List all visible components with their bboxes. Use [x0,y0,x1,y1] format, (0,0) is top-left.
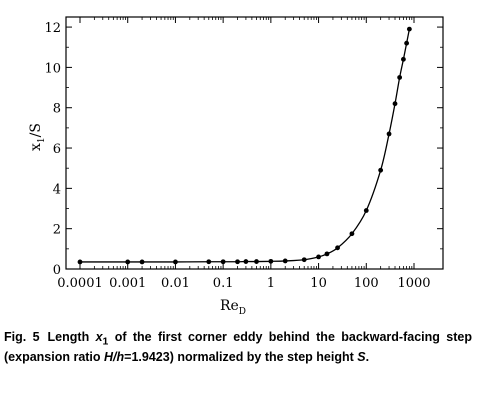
data-point [139,259,145,265]
data-point [401,56,406,62]
data-point [378,167,384,173]
caption-s-var: S [357,349,366,364]
x-tick-label: 10 [310,276,327,291]
caption-x-var: x [95,330,103,344]
data-point [243,259,249,264]
x-tick-label: 100 [354,276,379,291]
data-point [235,259,240,265]
y-tick-label: 4 [53,182,61,197]
x-axis-label: ReD [220,298,246,317]
series-layer [77,26,412,265]
caption-text-1: Length [47,330,96,344]
x-tick-label: 1000 [397,276,430,291]
data-point [173,259,178,265]
data-point [406,26,412,32]
x-tick-label: 0.001 [109,276,146,291]
data-point [220,259,226,265]
y-tick-label: 8 [53,102,61,117]
data-point [335,245,340,251]
axes-frame [65,16,444,270]
x-tick-label: 0.01 [161,276,190,291]
series-line [79,28,411,263]
x-tick-label: 0.1 [213,276,234,291]
data-point [316,254,321,260]
data-point [206,259,212,265]
caption-text-4: . [365,349,370,364]
data-point [268,258,274,264]
data-point [324,251,330,257]
data-point [404,40,410,46]
y-tick-label: 12 [44,21,61,36]
caption-ratio: H/h [104,349,125,364]
data-point [301,257,307,263]
figure-number: Fig. 5 [4,330,40,344]
y-tick-label: 2 [53,223,61,238]
figure-caption: Fig. 5 Length x1 of the first corner eddy… [4,330,472,365]
x-tick-label: 1 [267,276,275,291]
y-tick-label: 6 [53,142,61,157]
y-tick-label: 0 [53,263,61,278]
caption-x-sub: 1 [102,336,109,348]
caption-text-3: =1.9423) normalized by the step height [124,349,358,364]
x-axis-ticks: 0.0001 0.001 0.01 0.1 1 10 100 1000 [57,17,431,291]
data-point [363,208,369,213]
data-point [349,231,355,237]
x-tick-label: 0.0001 [57,276,103,291]
chart: 0.0001 0.001 0.01 0.1 1 10 100 1000 0 2 4 6 8 10 12 x… [28,16,444,317]
data-point [282,258,288,264]
y-tick-label: 10 [44,61,61,76]
data-point [254,259,259,264]
data-point [397,75,403,80]
caption-text-2: of the first corner eddy behind the back… [4,330,472,364]
data-point [392,101,398,107]
data-point [125,259,131,265]
plot-border [65,16,444,270]
data-point [77,259,83,265]
y-axis-ticks: 0 2 4 6 8 10 12 [44,21,443,278]
data-point [386,131,392,137]
y-axis-label: x1/S [28,123,47,151]
